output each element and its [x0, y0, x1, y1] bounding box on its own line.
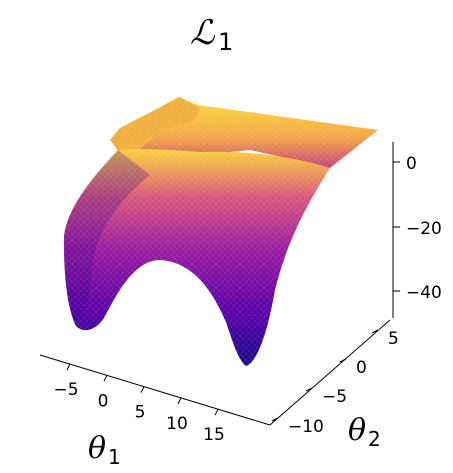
y-axis: −10 −5 0 5 θ 2 — [269, 319, 399, 451]
title-subscript: 1 — [218, 28, 233, 56]
x-tick-2-label: 5 — [135, 403, 146, 423]
y-tick-1-label: −5 — [322, 387, 347, 407]
surface-mesh — [63, 149, 330, 366]
x-tick-2-mark — [140, 386, 145, 393]
y-tick-3-mark — [371, 329, 379, 334]
y-ticks: −10 −5 0 5 — [271, 329, 399, 437]
y-tick-0-label: −10 — [288, 417, 324, 437]
y-tick-2-label: 0 — [356, 358, 367, 378]
y-tick-1-mark — [305, 387, 313, 392]
x-label-main: θ — [88, 431, 106, 466]
surface-mesh-top — [120, 97, 378, 168]
z-axis: 0 −20 −40 — [392, 142, 442, 318]
x-label-subscript: 1 — [108, 445, 121, 469]
x-tick-0-label: −5 — [53, 380, 78, 400]
title-main: ℒ — [190, 13, 216, 53]
y-tick-3-label: 5 — [388, 329, 399, 349]
y-tick-2-mark — [339, 358, 347, 363]
x-tick-0-mark — [66, 363, 71, 371]
x-tick-3-label: 10 — [166, 414, 188, 434]
x-tick-1-mark — [103, 375, 108, 382]
y-label-main: θ — [348, 413, 366, 448]
x-tick-4-mark — [214, 408, 219, 416]
chart-title: ℒ 1 — [190, 13, 233, 56]
x-tick-4-label: 15 — [203, 425, 225, 445]
z-tick-2-label: −40 — [406, 283, 442, 303]
z-tick-1-label: −20 — [406, 219, 442, 239]
x-ticks: −5 0 5 10 15 — [53, 363, 225, 445]
x-tick-1-label: 0 — [98, 391, 109, 411]
z-tick-0-label: 0 — [406, 154, 417, 174]
y-axis-label: θ 2 — [348, 413, 381, 451]
z-ticks: 0 −20 −40 — [393, 154, 442, 303]
x-tick-3-mark — [177, 397, 182, 405]
y-axis-line — [269, 319, 391, 426]
x-axis-label: θ 1 — [88, 431, 121, 469]
y-tick-0-mark — [271, 417, 279, 422]
y-label-subscript: 2 — [368, 427, 381, 451]
surface-plot — [63, 97, 378, 366]
x-axis: −5 0 5 10 15 θ 1 — [39, 354, 271, 469]
x-axis-line — [39, 354, 271, 426]
